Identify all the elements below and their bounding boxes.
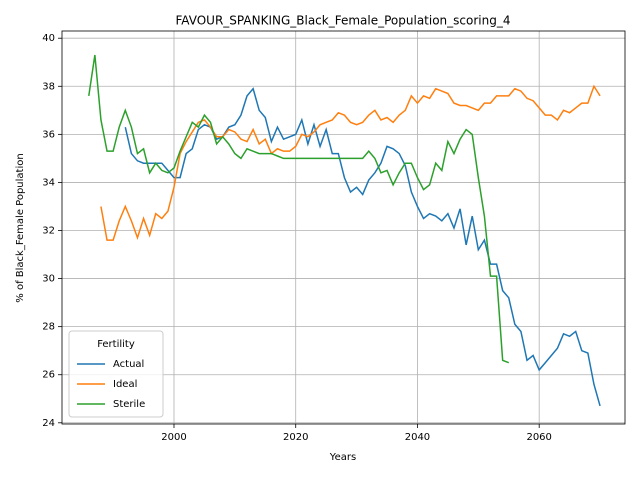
series-line — [100, 84, 601, 241]
x-axis-label: Years — [329, 452, 356, 463]
y-axis-label: % of Black_Female Population — [15, 153, 26, 302]
x-tick-label: 2020 — [283, 432, 308, 443]
y-tick-label: 26 — [42, 370, 55, 381]
legend-title: Fertility — [97, 339, 135, 350]
x-tick-label: 2040 — [405, 432, 430, 443]
plot-frame — [61, 30, 626, 425]
y-tick-label: 34 — [42, 177, 55, 188]
x-tick-label: 2000 — [161, 432, 186, 443]
y-tick-label: 30 — [42, 274, 55, 285]
y-tick-label: 36 — [42, 129, 55, 140]
series-line — [88, 54, 510, 364]
y-tick-label: 40 — [42, 33, 55, 44]
legend-label: Actual — [113, 359, 144, 370]
legend-label: Ideal — [113, 379, 137, 390]
series-line — [124, 87, 601, 407]
x-tick-label: 2060 — [526, 432, 551, 443]
y-tick-label: 24 — [42, 418, 55, 429]
y-tick-label: 28 — [42, 322, 55, 333]
y-tick-label: 32 — [42, 226, 55, 237]
legend-label: Sterile — [113, 399, 145, 410]
legend: Fertility Actual Ideal Sterile — [68, 330, 164, 418]
chart-title: FAVOUR_SPANKING_Black_Female_Population_… — [176, 14, 511, 28]
legend-box — [68, 330, 164, 418]
y-tick-label: 38 — [42, 81, 55, 92]
